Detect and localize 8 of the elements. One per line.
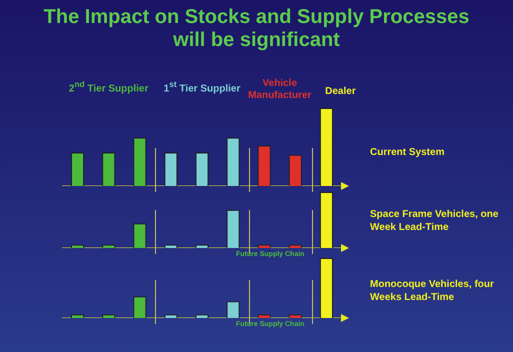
- text: Vehicle Manufacturer: [247, 78, 312, 102]
- chart-title: The Impact on Stocks and Supply Processes will be significant: [42, 6, 470, 52]
- text: Current System: [370, 146, 446, 159]
- text: 2$^{nd}$ Tier Supplier: [68, 78, 149, 96]
- text: Dealer: [325, 86, 356, 97]
- text: Monocoque Vehicles, four Weeks Lead-Time: [370, 278, 495, 304]
- text: 1$^{st}$ Tier Supplier: [162, 78, 242, 96]
- text: Space Frame Vehicles, one Week Lead-Time: [370, 208, 500, 234]
